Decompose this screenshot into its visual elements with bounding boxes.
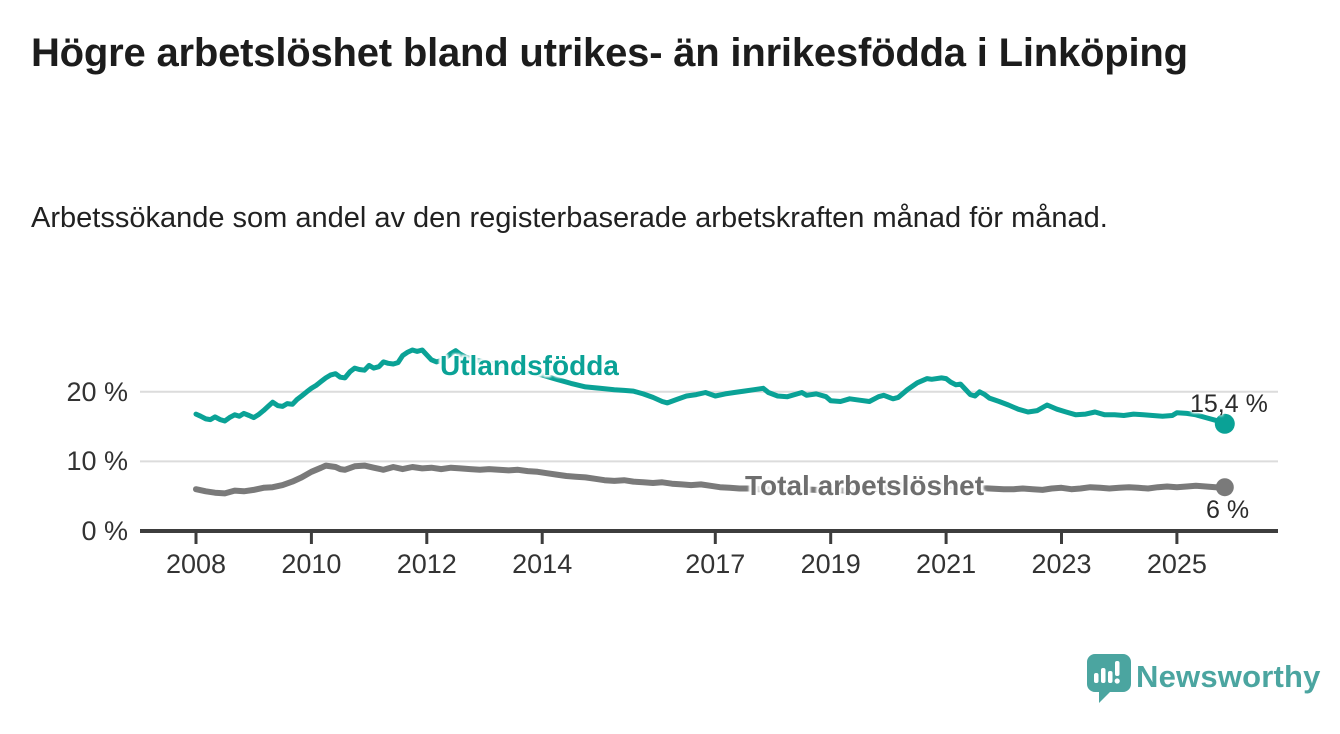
y-tick-label: 20 % bbox=[66, 376, 128, 407]
end-value-total-arbetsloshet: 6 % bbox=[1206, 496, 1250, 524]
x-tick-label: 2008 bbox=[165, 549, 227, 579]
series-label-total-arbetsloshet: Total arbetslöshet bbox=[745, 470, 985, 501]
end-value-utlandsfodda: 15,4 % bbox=[1190, 390, 1268, 418]
x-tick-label: 2019 bbox=[800, 549, 861, 579]
y-tick-label: 0 % bbox=[81, 516, 128, 546]
brand-name: Newsworthy bbox=[1136, 659, 1321, 694]
chart-subtitle: Arbetssökande som andel av den registerb… bbox=[31, 202, 1108, 234]
x-tick-label: 2010 bbox=[281, 549, 342, 579]
x-tick-label: 2012 bbox=[396, 549, 457, 579]
page-title: Högre arbetslöshet bland utrikes- än inr… bbox=[31, 31, 1188, 75]
x-tick-label: 2021 bbox=[916, 549, 977, 579]
newsworthy-logo: Newsworthy bbox=[1086, 653, 1326, 705]
x-tick-label: 2025 bbox=[1146, 549, 1207, 579]
x-tick-label: 2023 bbox=[1031, 549, 1092, 579]
x-tick-label: 2014 bbox=[512, 549, 573, 579]
x-tick-label: 2017 bbox=[685, 549, 746, 579]
bar-chart-speech-bubble-icon bbox=[1087, 654, 1131, 703]
series-label-utlandsfodda: Utlandsfödda bbox=[440, 350, 619, 381]
y-tick-label: 10 % bbox=[66, 446, 128, 477]
